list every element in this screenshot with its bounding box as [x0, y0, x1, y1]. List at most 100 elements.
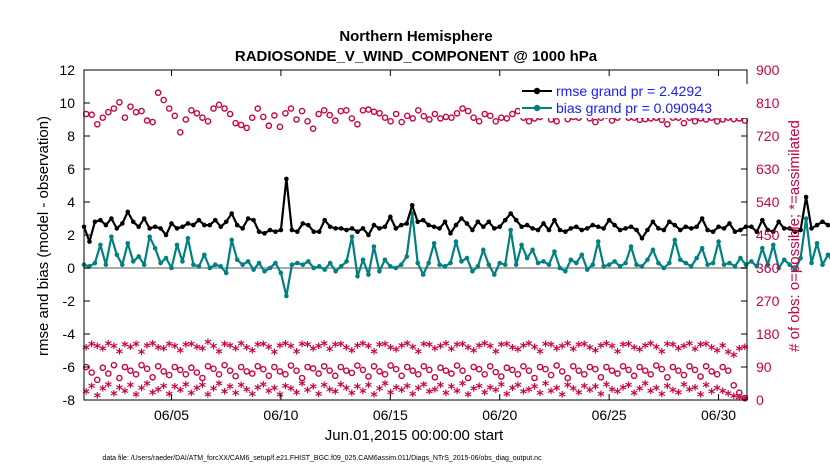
y2-tick-label: 360 — [756, 260, 780, 276]
bias-point — [305, 259, 311, 264]
bias-point — [267, 265, 273, 271]
obs-possible-marker — [381, 114, 389, 121]
rmse-point — [705, 227, 710, 233]
obs-assimilated-marker: * — [702, 380, 710, 396]
obs-possible-marker — [486, 112, 494, 120]
obs-possible-marker — [204, 362, 212, 370]
obs-possible-marker — [193, 109, 201, 117]
rmse-point — [218, 224, 224, 230]
obs-assimilated-marker: * — [697, 340, 705, 356]
obs-possible-marker — [99, 364, 107, 372]
obs-possible-marker — [210, 365, 217, 373]
obs-assimilated-marker: * — [271, 383, 279, 399]
obs-assimilated-marker: * — [326, 344, 334, 360]
obs-possible-marker — [105, 108, 112, 116]
obs-possible-marker — [481, 371, 488, 378]
bias-point — [262, 269, 267, 274]
obs-possible-marker — [237, 363, 245, 371]
rmse-point — [568, 226, 574, 231]
bias-point — [628, 244, 634, 249]
bias-point — [749, 259, 754, 264]
bias-point — [284, 293, 289, 299]
obs-possible-marker — [259, 365, 267, 373]
rmse-point — [202, 222, 207, 228]
obs-assimilated-marker: * — [675, 387, 683, 403]
obs-assimilated-marker: * — [182, 340, 190, 356]
obs-possible-marker — [497, 114, 505, 121]
obs-possible-marker — [149, 373, 156, 381]
rmse-point — [814, 222, 820, 228]
obs-assimilated-marker: * — [293, 346, 301, 362]
rmse-point — [574, 224, 579, 230]
obs-assimilated-marker: * — [547, 340, 555, 356]
rmse-point — [174, 226, 180, 231]
x-tick-label: 06/15 — [373, 407, 408, 423]
bias-point — [207, 265, 213, 271]
obs-possible-marker — [276, 368, 284, 375]
obs-possible-marker — [431, 110, 439, 118]
y2-axis-label: # of obs: o=possible; *=assimilated — [786, 120, 803, 352]
obs-possible-marker — [459, 105, 466, 112]
obs-assimilated-marker: * — [713, 346, 721, 362]
obs-assimilated-marker: * — [398, 340, 406, 356]
obs-possible-marker — [564, 374, 572, 382]
obs-assimilated-marker: * — [575, 340, 583, 356]
obs-assimilated-marker: * — [348, 388, 356, 404]
rmse-point — [541, 221, 546, 226]
obs-assimilated-marker: * — [188, 388, 196, 404]
bias-point — [251, 267, 256, 272]
obs-assimilated-marker: * — [481, 338, 489, 354]
obs-assimilated-marker: * — [536, 388, 544, 404]
bias-point — [677, 257, 683, 263]
rmse-point — [628, 224, 634, 230]
obs-assimilated-marker: * — [321, 338, 329, 354]
obs-assimilated-marker: * — [287, 341, 295, 357]
obs-assimilated-marker: * — [116, 382, 124, 398]
obs-possible-marker — [370, 108, 378, 116]
obs-possible-marker — [608, 367, 616, 374]
obs-assimilated-marker: * — [376, 340, 384, 356]
obs-assimilated-marker: * — [359, 386, 367, 402]
obs-possible-marker — [271, 112, 278, 119]
bias-point — [109, 234, 114, 239]
rmse-point — [267, 227, 273, 233]
obs-assimilated-marker: * — [481, 387, 489, 403]
obs-assimilated-marker: * — [581, 381, 589, 397]
obs-assimilated-marker: * — [138, 383, 146, 399]
obs-assimilated-marker: * — [304, 340, 312, 356]
bias-point — [256, 260, 262, 266]
obs-assimilated-marker: * — [498, 379, 506, 395]
bias-point — [442, 264, 448, 269]
rmse-point — [760, 217, 765, 223]
obs-possible-marker — [88, 369, 96, 376]
obs-possible-marker — [691, 366, 699, 374]
obs-assimilated-marker: * — [260, 379, 268, 395]
rmse-point — [256, 229, 262, 234]
obs-assimilated-marker: * — [570, 344, 578, 360]
obs-possible-marker — [309, 125, 317, 132]
rmse-point — [535, 227, 541, 233]
bias-point — [234, 257, 240, 263]
bias-point — [672, 237, 678, 243]
y-tick-label: -2 — [63, 293, 76, 309]
obs-assimilated-marker: * — [464, 343, 472, 359]
obs-assimilated-marker: * — [453, 386, 461, 402]
obs-possible-marker — [165, 105, 173, 112]
bias-point — [470, 269, 475, 274]
rmse-point — [595, 224, 601, 230]
bias-point — [776, 265, 782, 271]
obs-possible-marker — [287, 105, 295, 112]
bias-point — [333, 269, 338, 274]
rmse-point — [152, 224, 158, 230]
rmse-point — [809, 226, 814, 231]
obs-assimilated-marker: * — [603, 379, 611, 395]
rmse-point — [295, 229, 300, 234]
rmse-point — [98, 217, 103, 223]
obs-assimilated-marker: * — [636, 345, 644, 361]
rmse-point — [180, 224, 185, 230]
obs-assimilated-marker: * — [592, 346, 600, 362]
y2-tick-label: 0 — [756, 392, 764, 408]
obs-possible-marker — [636, 363, 643, 371]
rmse-point — [776, 219, 782, 225]
